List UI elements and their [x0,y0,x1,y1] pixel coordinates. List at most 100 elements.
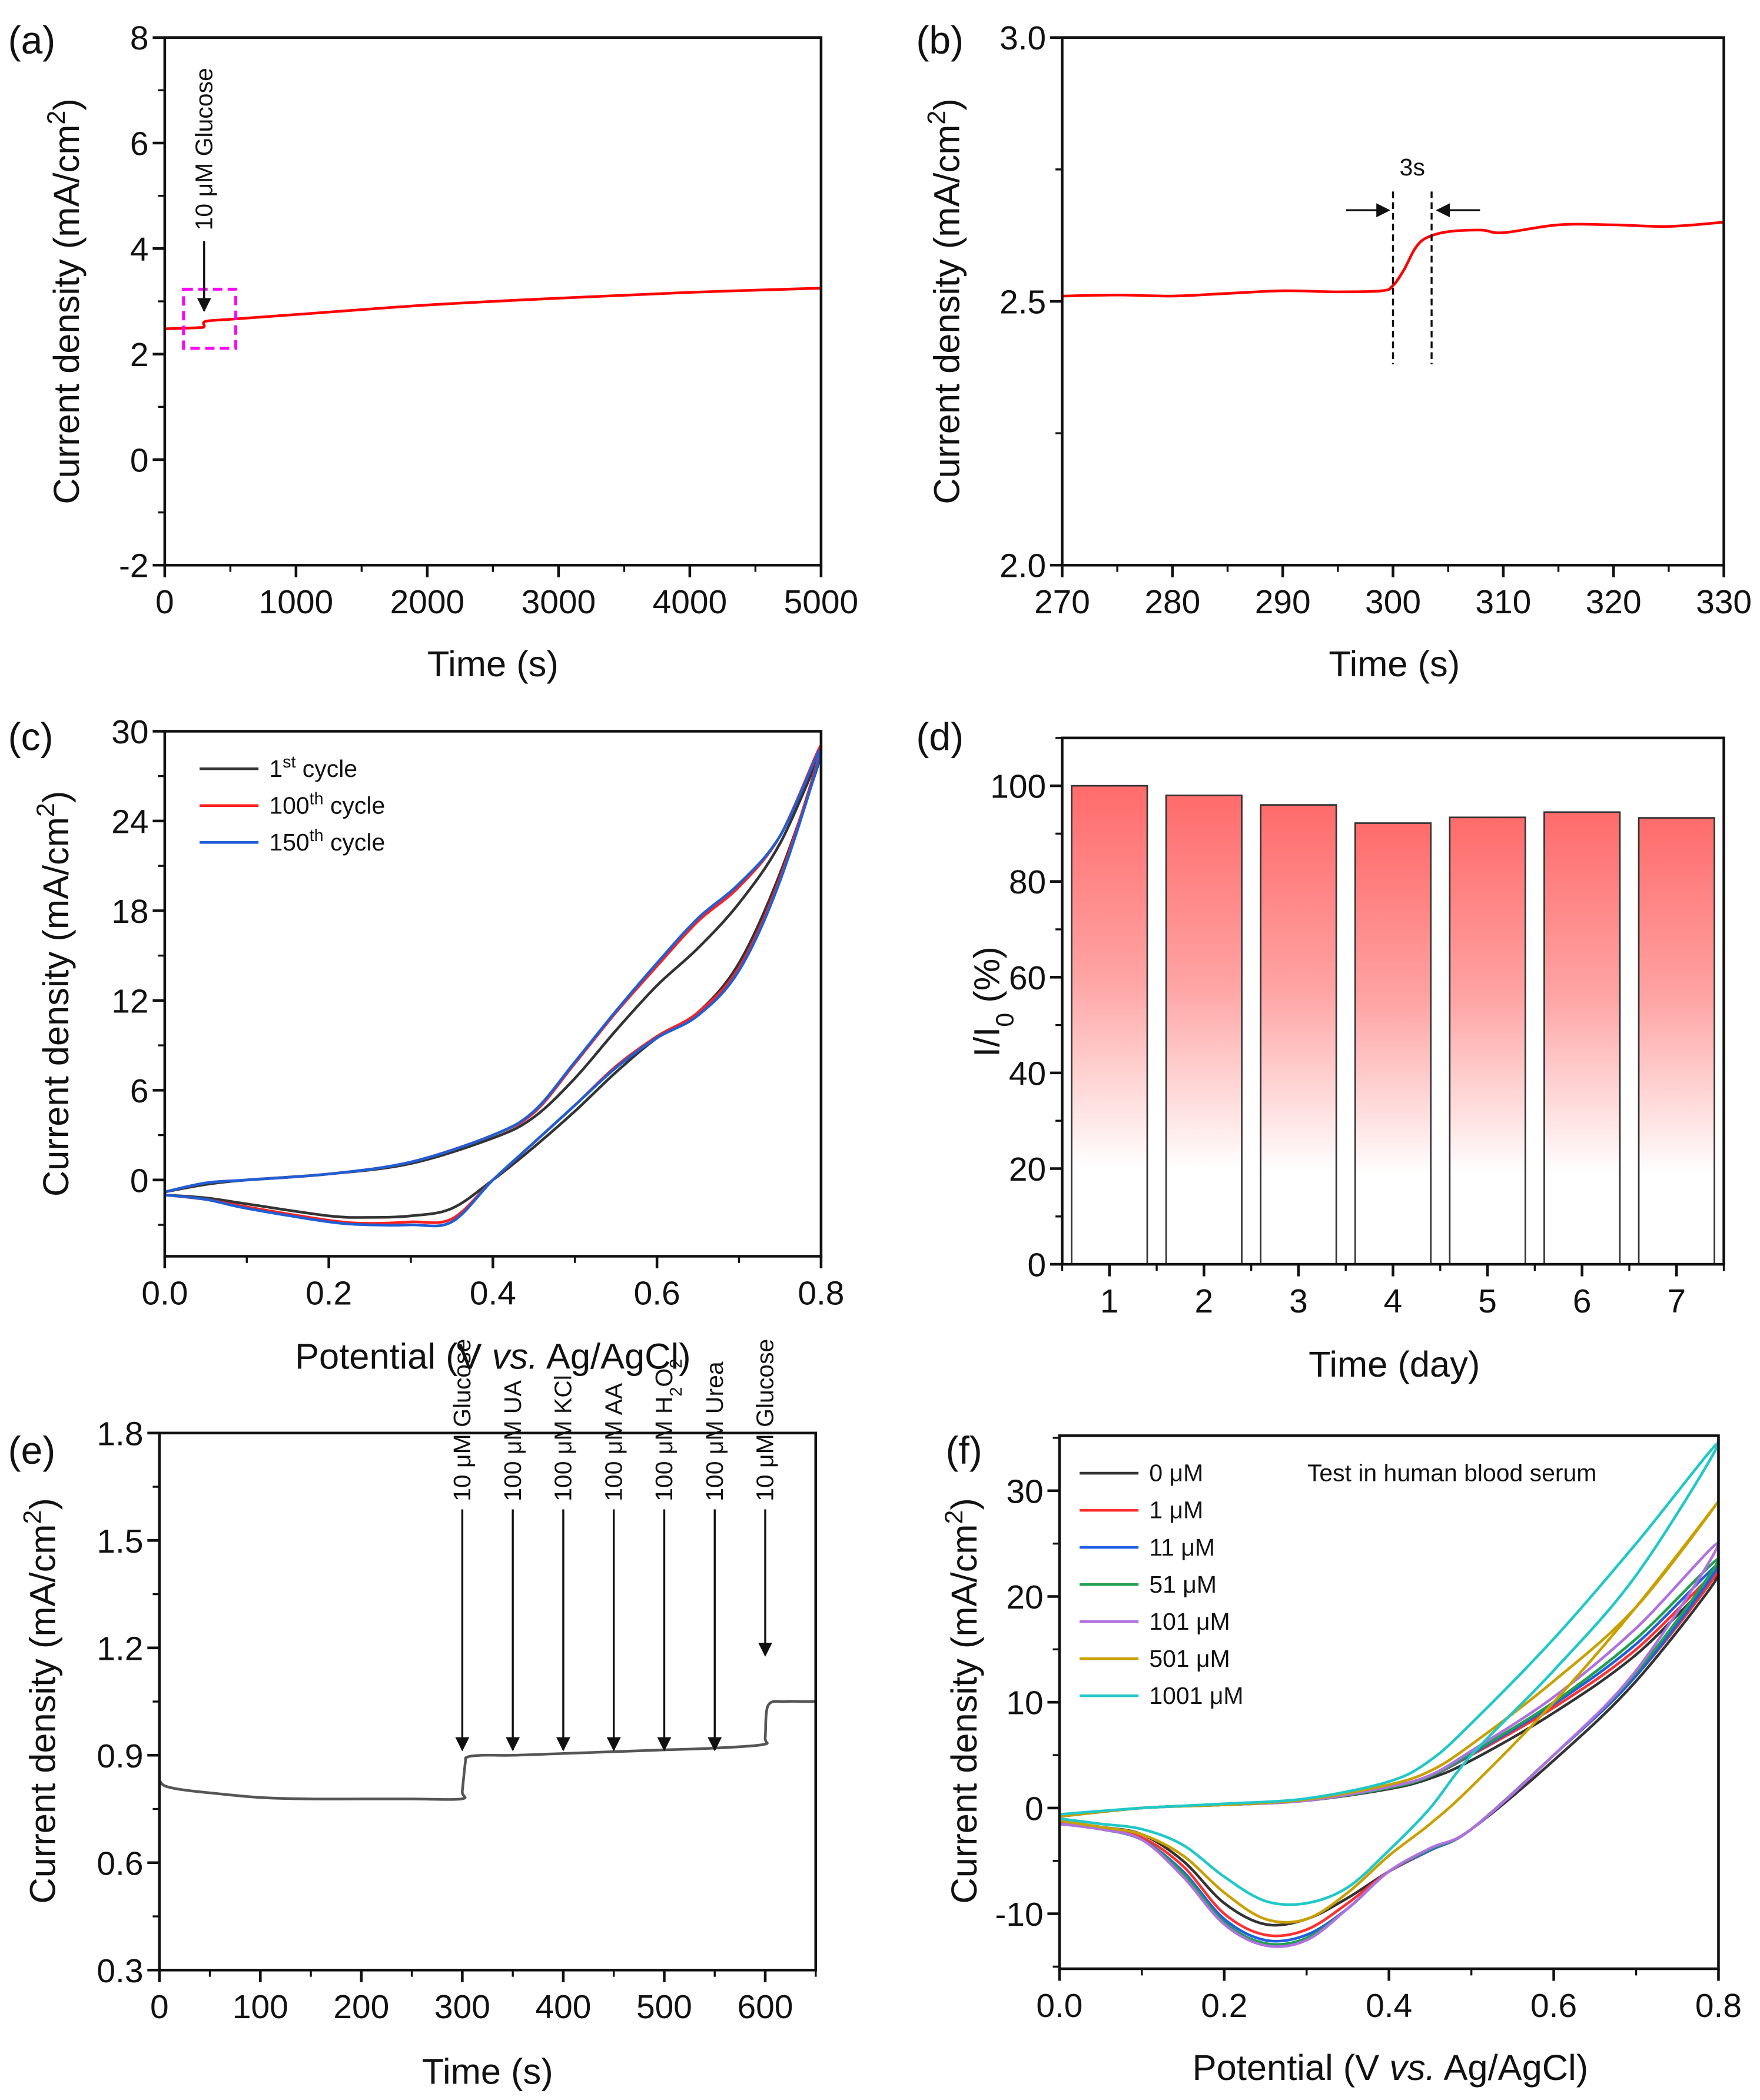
bar-day-1 [1071,785,1148,1265]
x-tick-label: 320 [1586,584,1642,621]
series-line-2 [164,747,823,1228]
x-tick-label: 3000 [522,584,596,621]
x-axis-label-part: vs. [1389,2048,1436,2088]
y-tick-label: -2 [119,548,149,585]
x-tick-label: 0 [155,584,174,621]
series-line-5 [1059,1500,1720,1924]
series-line-6 [1059,1441,1720,1906]
x-tick-label: 2000 [390,584,465,621]
x-tick-label: 0.6 [634,1275,680,1312]
annotation-text: 10 μM Glucose [190,68,217,230]
legend-label: 1001 μM [1149,1682,1243,1709]
x-tick-label: 330 [1696,584,1752,621]
x-tick-label: 0.2 [1201,1988,1247,2025]
y-tick-label: 30 [1006,1473,1043,1510]
y-axis-label-part: (%) [967,946,1008,1013]
x-axis-label: Time (day) [1309,1344,1480,1385]
y-tick-label: 8 [130,20,149,57]
y-tick-label: 0 [130,442,149,479]
x-tick-label: 300 [1365,584,1421,621]
legend-label-part: 11 μM [1149,1534,1215,1561]
x-axis-label: Time (s) [422,2052,553,2092]
legend-label: 501 μM [1149,1645,1230,1672]
legend-label: 1st cycle [269,753,357,782]
y-tick-label: 20 [1006,1579,1043,1616]
chart-panel-b: (b) 270 280 290 300 310 320 330 2.0 2.5 3.0 Time (s… [916,18,1752,685]
chart-panel-f: (f) 0.0 0.2 0.4 0.6 0.8 -10 0 10 20 30 Potential (V… [940,1428,1742,2088]
panel-label: (d) [916,715,964,758]
y-tick-label: 3.0 [999,20,1046,57]
y-tick-label: 2 [130,337,149,374]
y-tick-label: 6 [130,1073,149,1110]
x-axis-label: Potential (V vs. Ag/AgCl) [1193,2048,1589,2088]
y-tick-label: 2.5 [999,284,1046,321]
y-axis-label: Current density (mA/cm2) [940,1498,985,1903]
legend-label-part: 0 μM [1149,1460,1203,1487]
x-axis-label-part: Time (s) [1329,644,1460,685]
bar-day-3 [1260,804,1337,1265]
x-tick-label: 1000 [259,584,334,621]
x-tick-label: 0.4 [1366,1988,1412,2025]
series-line-0 [1062,221,1724,298]
y-tick-label: 20 [1009,1151,1046,1188]
bar-day-7 [1638,817,1715,1265]
annotation-text-part: 100 μM KCl [550,1375,577,1501]
y-tick-label: 1.2 [97,1630,143,1667]
x-tick-label: 0.6 [1530,1988,1577,2025]
legend-label-part: cycle [295,755,357,782]
bar-day-4 [1354,822,1432,1265]
y-tick-label: 100 [990,769,1046,806]
x-tick-label: 4000 [653,584,728,621]
x-tick-label: 2 [1195,1283,1214,1320]
legend-label-part: 100 [269,792,309,819]
y-axis-label-part: ) [927,98,967,110]
x-tick-label: 0 [150,1989,169,2026]
y-tick-label: 24 [111,803,148,840]
legend-label-part: th [310,789,324,808]
annotation-text-part: 100 μM H [650,1397,678,1501]
y-tick-label: 60 [1009,960,1046,997]
y-tick-label: 0.3 [97,1953,143,1990]
x-tick-label: 0.8 [1695,1988,1742,2025]
legend-label-part: cycle [324,792,386,819]
bar-day-2 [1165,794,1243,1265]
legend-label-part: cycle [324,829,386,856]
y-tick-label: 80 [1009,864,1046,901]
x-tick-label: 200 [333,1989,389,2026]
annotation-text-part: 10 μM Glucose [752,1339,779,1501]
x-tick-label: 600 [738,1989,793,2026]
legend-label-part: 1 μM [1149,1497,1203,1524]
highlight-box [182,287,238,350]
legend-label-part: 51 μM [1149,1571,1217,1598]
x-tick-label: 0.0 [141,1275,188,1312]
x-tick-label: 0.2 [305,1275,352,1312]
series-line-1 [164,745,823,1225]
y-tick-label: 40 [1009,1055,1046,1092]
chart-panel-e: (e) 0 100 200 300 400 500 600 0.3 0.6 0.9 1.2 1.5 1.8… [8,1339,818,2092]
x-axis-label-part: Ag/AgCl) [538,1337,690,1377]
legend-label: 11 μM [1149,1534,1215,1561]
y-axis-label-part: 0 [991,1013,1020,1027]
x-tick-label: 0.0 [1036,1988,1082,2025]
y-tick-label: 1.8 [97,1415,143,1453]
y-axis-label-part: Current density (mA/cm [944,1524,985,1904]
y-tick-label: 0 [1025,1790,1044,1827]
annotation-text-part: 100 μM Urea [701,1361,728,1501]
legend-label: 101 μM [1149,1608,1230,1635]
x-tick-label: 300 [434,1989,490,2026]
x-tick-label: 7 [1667,1283,1686,1320]
x-tick-label: 500 [636,1989,692,2026]
annotation-text-part: 10 μM Glucose [449,1339,476,1501]
annotation-text: Test in human blood serum [1307,1460,1597,1487]
x-tick-label: 310 [1475,584,1531,621]
y-tick-label: -10 [995,1896,1043,1933]
interval-label: 3s [1400,154,1425,181]
panel-label: (e) [8,1428,56,1472]
legend-label: 100th cycle [269,789,385,819]
y-axis-label-part: 2 [922,111,951,125]
panel-label: (b) [916,18,964,62]
x-axis-label: Potential (V vs. Ag/AgCl) [295,1337,691,1377]
x-tick-label: 290 [1255,584,1311,621]
